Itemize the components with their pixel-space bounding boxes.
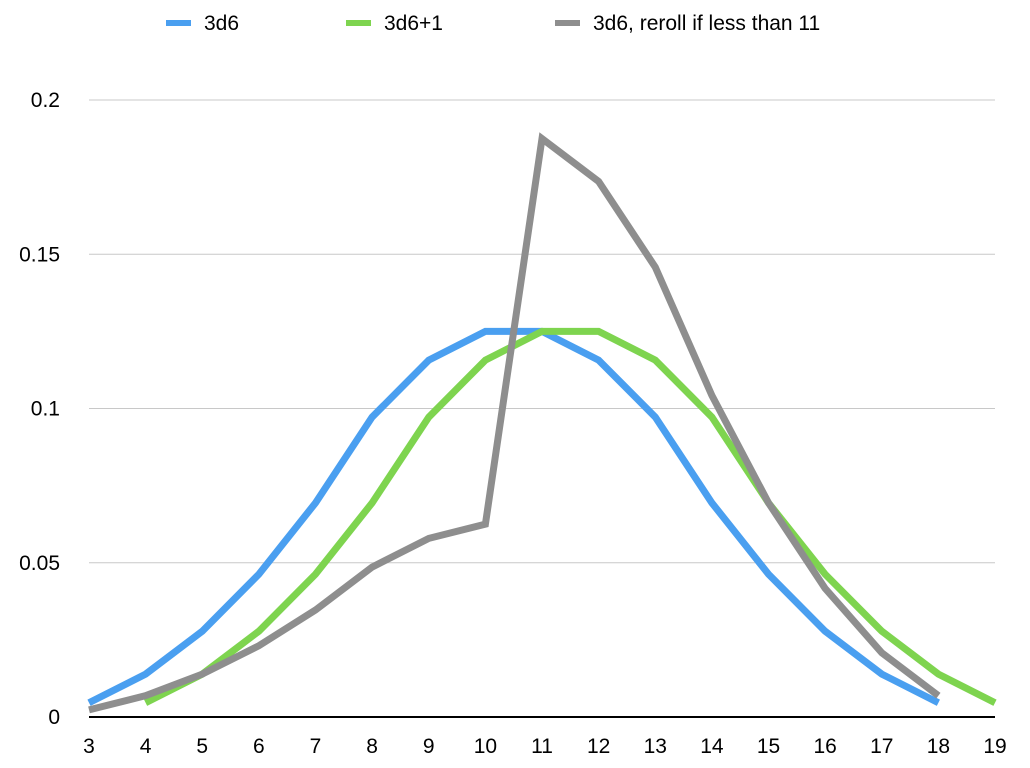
x-tick-label: 7: [310, 735, 322, 758]
y-tick-label: 0.15: [19, 243, 60, 266]
y-tick-label: 0.2: [31, 89, 60, 112]
series-line-0: [87, 327, 940, 706]
x-tick-label: 16: [813, 735, 836, 758]
legend-label-1: 3d6+1: [384, 12, 443, 35]
y-tick-label: 0.1: [31, 398, 60, 421]
x-tick-label: 3: [83, 735, 95, 758]
x-tick-label: 13: [644, 735, 667, 758]
y-tick-label: 0: [48, 706, 60, 729]
grid: [89, 99, 995, 564]
x-tick-label: 11: [531, 735, 553, 758]
x-tick-label: 8: [366, 735, 378, 758]
legend: 3d6 3d6+1 3d6, reroll if less than 11: [166, 12, 820, 35]
x-tick-label: 12: [587, 735, 610, 758]
series: [87, 132, 997, 714]
x-tick-label: 6: [253, 735, 265, 758]
x-tick-label: 14: [700, 735, 724, 758]
legend-label-0: 3d6: [204, 12, 239, 35]
legend-label-2: 3d6, reroll if less than 11: [593, 12, 820, 35]
axes: 0 0.05 0.1 0.15 0.2 3 4 5 6 7 8 9 10 11 12 13 14 15 16 17 18…: [19, 89, 1007, 758]
y-tick-label: 0.05: [19, 552, 60, 575]
x-tick-label: 19: [983, 735, 1006, 758]
series-line-1: [144, 327, 997, 706]
x-tick-label: 18: [927, 735, 950, 758]
x-tick-label: 4: [140, 735, 152, 758]
x-tick-label: 15: [757, 735, 780, 758]
x-tick-label: 10: [474, 735, 497, 758]
series-line-2: [88, 132, 941, 714]
x-tick-label: 5: [196, 735, 208, 758]
x-tick-label: 17: [870, 735, 893, 758]
x-tick-label: 9: [423, 735, 435, 758]
